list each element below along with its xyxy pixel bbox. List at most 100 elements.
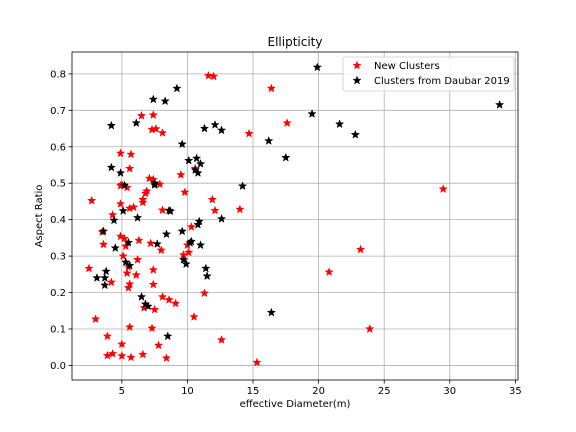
x-tick-label: 25	[378, 386, 391, 397]
daubar-cluster-point	[119, 180, 130, 190]
daubar-cluster-point	[100, 273, 110, 282]
new-cluster-point	[365, 324, 375, 333]
y-tick-label: 0.7	[50, 106, 66, 117]
daubar-cluster-point	[163, 331, 173, 341]
y-tick-label: 0.3	[50, 252, 66, 263]
new-cluster-point	[140, 188, 151, 198]
new-cluster-point	[125, 163, 135, 173]
new-cluster-point	[180, 187, 190, 197]
x-tick-label: 5	[119, 386, 125, 397]
new-cluster-point	[282, 118, 292, 128]
daubar-cluster-point	[334, 119, 345, 129]
daubar-cluster-point	[202, 271, 212, 281]
new-cluster-point	[184, 247, 194, 257]
daubar-cluster-point	[106, 120, 117, 130]
y-tick-label: 0.5	[50, 179, 66, 190]
new-cluster-point	[157, 205, 168, 215]
daubar-cluster-point	[312, 62, 322, 72]
daubar-cluster-point	[118, 205, 128, 215]
new-cluster-point	[132, 254, 143, 264]
new-cluster-point	[107, 209, 118, 219]
y-tick-label: 0.6	[50, 142, 66, 153]
new-cluster-point	[138, 349, 148, 359]
daubar-cluster-point	[149, 180, 160, 189]
legend-label-daubar-2019: Clusters from Daubar 2019	[374, 76, 510, 87]
daubar-cluster-point	[184, 155, 194, 165]
series-daubar-2019	[92, 62, 505, 341]
new-cluster-point	[157, 127, 168, 137]
daubar-cluster-point	[216, 125, 227, 135]
daubar-cluster-point	[177, 139, 187, 149]
daubar-cluster-point	[191, 153, 202, 163]
daubar-cluster-point	[100, 280, 110, 290]
daubar-cluster-point	[181, 259, 191, 269]
y-axis-ticks: 0.0 0.1 0.2 0.3 0.4 0.5 0.6 0.7 0.8	[50, 69, 72, 372]
new-cluster-point	[157, 291, 168, 301]
daubar-cluster-point	[92, 273, 102, 282]
x-axis-label: effective Diameter(m)	[240, 399, 351, 410]
daubar-cluster-point	[125, 260, 135, 270]
new-cluster-point	[102, 350, 113, 360]
daubar-cluster-point	[123, 237, 134, 247]
new-cluster-point	[147, 323, 157, 333]
new-cluster-point	[125, 322, 135, 332]
new-cluster-point	[203, 70, 214, 80]
daubar-cluster-point	[210, 119, 220, 129]
new-cluster-point	[126, 149, 136, 159]
new-cluster-point	[235, 204, 245, 214]
new-cluster-point	[146, 238, 156, 248]
daubar-cluster-point	[193, 168, 203, 177]
new-cluster-point	[128, 202, 139, 212]
new-cluster-point	[153, 340, 164, 350]
new-cluster-point	[266, 83, 277, 93]
daubar-cluster-point	[106, 162, 117, 172]
chart-title: Ellipticity	[268, 35, 323, 49]
new-cluster-point	[90, 314, 101, 324]
new-cluster-point	[156, 245, 166, 255]
new-cluster-point	[136, 110, 147, 120]
x-tick-label: 35	[509, 386, 522, 397]
x-tick-label: 15	[247, 386, 260, 397]
grid	[72, 52, 518, 380]
daubar-cluster-point	[172, 83, 182, 93]
daubar-cluster-point	[98, 226, 109, 236]
new-cluster-point	[106, 277, 117, 287]
daubar-cluster-point	[350, 129, 361, 139]
daubar-cluster-point	[195, 240, 206, 250]
daubar-cluster-point	[216, 214, 227, 223]
daubar-cluster-point	[281, 152, 291, 162]
new-cluster-point	[161, 353, 172, 363]
legend-star-icon	[352, 75, 362, 85]
new-cluster-point	[122, 268, 132, 278]
new-cluster-point	[170, 298, 181, 308]
x-tick-label: 20	[312, 386, 325, 397]
y-axis-label: Aspect Ratio	[34, 185, 45, 248]
legend: New Clusters Clusters from Daubar 2019	[342, 56, 515, 92]
daubar-cluster-point	[110, 243, 120, 253]
new-cluster-point	[138, 197, 148, 207]
new-cluster-point	[252, 357, 262, 367]
daubar-cluster-point	[178, 254, 189, 264]
y-tick-label: 0.0	[50, 361, 66, 372]
new-cluster-point	[118, 251, 128, 261]
new-cluster-point	[355, 244, 366, 254]
new-cluster-point	[186, 222, 197, 231]
daubar-cluster-point	[199, 123, 210, 133]
new-cluster-point	[149, 304, 160, 314]
daubar-cluster-point	[193, 219, 203, 229]
new-cluster-point	[148, 174, 158, 184]
daubar-cluster-point	[264, 136, 274, 145]
daubar-cluster-point	[136, 291, 147, 301]
new-cluster-point	[189, 312, 199, 321]
new-cluster-point	[209, 71, 219, 81]
new-cluster-point	[151, 123, 161, 133]
daubar-cluster-point	[148, 94, 158, 104]
new-cluster-point	[123, 282, 134, 292]
new-cluster-point	[84, 263, 94, 273]
new-cluster-point	[125, 279, 135, 289]
y-tick-label: 0.4	[50, 215, 66, 226]
x-tick-label: 30	[443, 386, 456, 397]
daubar-cluster-point	[201, 263, 211, 273]
new-cluster-point	[134, 235, 144, 245]
